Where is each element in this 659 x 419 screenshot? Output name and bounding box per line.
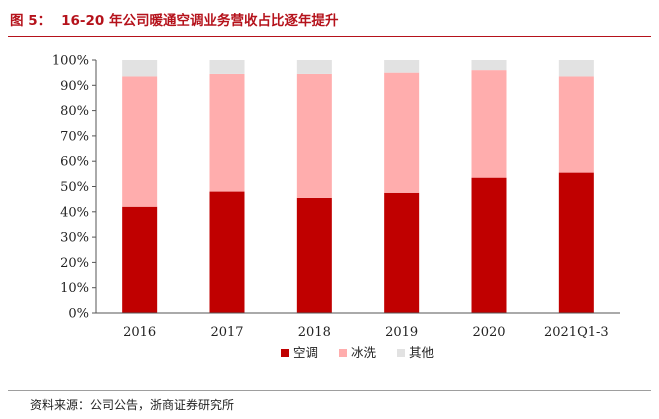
bar-segment-空调-2019 [384, 192, 420, 313]
figure-label: 图 5： [10, 13, 52, 29]
bar-segment-空调-2017 [209, 191, 245, 313]
y-tick-label: 10% [60, 281, 89, 296]
source-note: 资料来源：公司公告，浙商证券研究所 [30, 398, 235, 412]
y-tick-label: 60% [60, 155, 89, 170]
x-tick-label: 2021Q1-3 [544, 325, 609, 340]
y-tick-label: 40% [60, 205, 89, 220]
figure-title: 图 5： 16-20 年公司暖通空调业务营收占比逐年提升 [10, 9, 338, 29]
x-tick-label: 2017 [210, 325, 243, 340]
y-tick-label: 80% [60, 104, 89, 119]
title-divider [8, 36, 651, 37]
legend-label-冰洗: 冰洗 [351, 345, 377, 360]
legend: 空调 冰洗 其他 [281, 345, 435, 360]
x-tick-label: 2020 [472, 325, 505, 340]
legend-swatch-冰洗 [339, 349, 347, 357]
legend-label-其他: 其他 [409, 345, 435, 360]
bar-segment-其他-2021Q1-3 [558, 60, 594, 77]
bar-segment-其他-2019 [384, 60, 420, 73]
bar-segment-冰洗-2019 [384, 72, 420, 193]
bar-segment-空调-2021Q1-3 [558, 172, 594, 313]
x-tick-label: 2016 [123, 325, 156, 340]
x-tick-label: 2018 [298, 325, 331, 340]
legend-label-空调: 空调 [293, 345, 318, 360]
legend-swatch-其他 [397, 349, 405, 357]
bar-segment-冰洗-2021Q1-3 [558, 76, 594, 173]
bar-segment-空调-2016 [122, 206, 158, 313]
bar-segment-冰洗-2017 [209, 73, 245, 192]
source-divider [8, 390, 651, 391]
bar-segment-冰洗-2016 [122, 76, 158, 207]
y-tick-label: 50% [60, 180, 89, 195]
x-tick-label: 2019 [385, 325, 418, 340]
y-tick-label: 70% [60, 129, 89, 144]
y-tick-label: 20% [60, 256, 89, 271]
bar-segment-其他-2017 [209, 60, 245, 74]
y-tick-label: 100% [52, 54, 89, 69]
y-tick-label: 30% [60, 231, 89, 246]
bar-segment-其他-2016 [122, 60, 158, 77]
legend-swatch-空调 [281, 349, 289, 357]
bar-segment-空调-2018 [296, 197, 332, 313]
bar-segment-空调-2020 [471, 177, 507, 313]
y-tick-label: 0% [68, 307, 89, 322]
bar-segment-其他-2018 [296, 60, 332, 74]
stacked-bar-chart: 0% 10% 20% 30% 40% 50% 60% 70% 80% 90% 100% 2016 201… [52, 54, 620, 360]
bar-segment-其他-2020 [471, 60, 507, 71]
bar-segment-冰洗-2020 [471, 70, 507, 178]
bar-segment-冰洗-2018 [296, 73, 332, 198]
figure-title-text: 16-20 年公司暖通空调业务营收占比逐年提升 [61, 13, 339, 29]
y-tick-label: 90% [60, 79, 89, 94]
